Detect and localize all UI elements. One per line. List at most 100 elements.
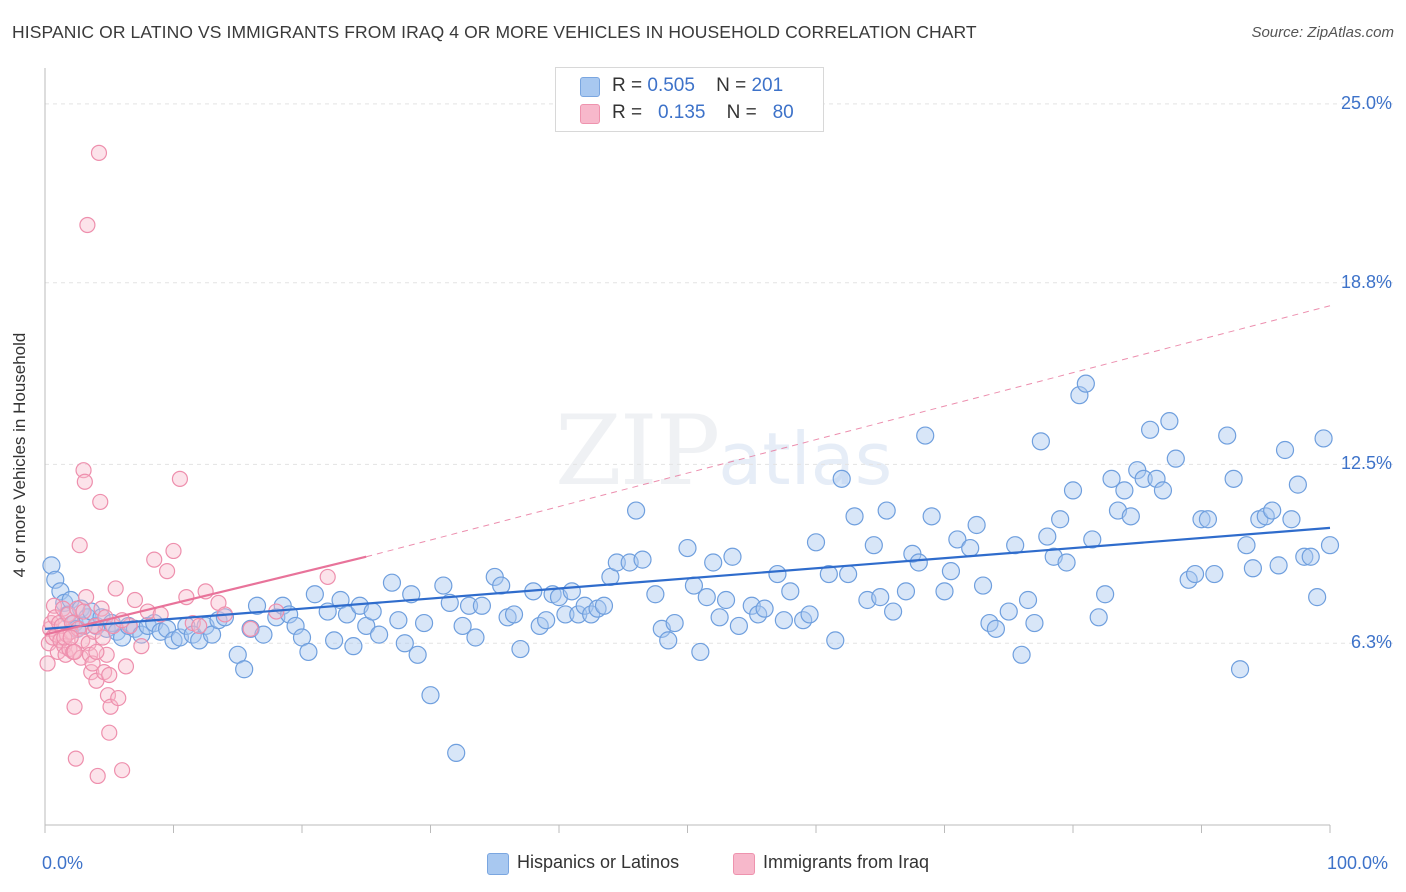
point-iraq	[113, 762, 131, 779]
point-hispanics	[395, 634, 414, 653]
point-hispanics	[325, 631, 344, 650]
point-hispanics	[864, 536, 883, 555]
bottom-legend-label: Immigrants from Iraq	[763, 852, 930, 872]
point-hispanics	[1102, 469, 1121, 488]
legend-n-label: N =	[726, 102, 757, 123]
legend-r-value: 0.505	[647, 75, 695, 96]
point-hispanics	[537, 611, 556, 630]
point-hispanics	[1076, 374, 1095, 393]
source-label: Source: ZipAtlas.com	[1251, 24, 1394, 41]
point-hispanics	[434, 576, 453, 595]
point-hispanics	[247, 596, 267, 615]
point-hispanics	[1288, 475, 1307, 494]
point-hispanics	[594, 596, 614, 615]
point-hispanics	[1166, 449, 1185, 468]
point-hispanics	[556, 605, 575, 624]
point-hispanics	[1205, 564, 1224, 584]
point-hispanics	[459, 596, 479, 615]
point-iraq	[101, 724, 118, 741]
point-iraq	[39, 655, 56, 672]
point-hispanics	[916, 426, 935, 445]
point-hispanics	[299, 642, 318, 662]
point-iraq	[71, 537, 88, 554]
series-hispanics-points	[42, 374, 1340, 762]
point-hispanics	[986, 619, 1006, 638]
legend-n-label: N =	[716, 75, 747, 96]
point-hispanics	[382, 573, 402, 592]
point-hispanics	[1192, 510, 1211, 529]
legend-r-label: R =	[612, 75, 643, 96]
point-iraq	[79, 216, 96, 234]
point-hispanics	[1282, 510, 1301, 529]
point-iraq	[191, 617, 208, 635]
point-iraq	[319, 568, 336, 586]
point-hispanics	[1295, 547, 1314, 566]
point-hispanics	[1160, 412, 1179, 431]
point-hispanics	[286, 616, 305, 636]
point-hispanics	[941, 562, 961, 581]
point-hispanics	[447, 743, 466, 762]
y-tick-label: 6.3%	[1350, 632, 1392, 653]
point-hispanics	[1224, 469, 1243, 488]
point-hispanics	[999, 602, 1018, 621]
point-hispanics	[1083, 530, 1102, 549]
point-hispanics	[845, 507, 864, 526]
point-hispanics	[562, 582, 581, 601]
point-hispanics	[967, 515, 986, 535]
watermark: ZIPatlas	[555, 395, 892, 507]
point-hispanics	[877, 501, 896, 520]
point-hispanics	[1147, 469, 1166, 488]
point-hispanics	[453, 616, 472, 636]
point-hispanics	[935, 582, 954, 601]
point-hispanics	[215, 608, 234, 627]
point-iraq	[60, 606, 77, 623]
point-hispanics	[402, 585, 421, 604]
point-iraq	[117, 658, 135, 675]
series-iraq-points	[39, 144, 336, 785]
point-hispanics	[1012, 645, 1031, 664]
point-hispanics	[1320, 536, 1340, 555]
point-hispanics	[1263, 501, 1282, 520]
point-hispanics	[1301, 547, 1320, 566]
point-hispanics	[819, 564, 838, 584]
point-hispanics	[42, 556, 61, 575]
point-iraq	[242, 620, 259, 637]
point-iraq	[75, 462, 92, 479]
axes	[44, 68, 1331, 833]
point-hispanics	[363, 602, 382, 621]
legend-r-label: R =	[612, 102, 643, 123]
trend-lines	[44, 305, 1331, 636]
point-iraq	[107, 580, 124, 597]
point-hispanics	[1115, 481, 1134, 500]
point-hispanics	[344, 637, 363, 656]
point-hispanics	[440, 593, 459, 612]
point-hispanics	[1198, 510, 1218, 529]
legend-swatch-blue	[580, 77, 600, 97]
bottom-legend-swatch-blue	[487, 853, 509, 875]
trend-line-iraq	[44, 555, 367, 636]
watermark-atlas: atlas	[718, 417, 893, 501]
point-hispanics	[370, 625, 389, 644]
point-hispanics	[1057, 553, 1076, 572]
point-iraq	[62, 629, 79, 646]
point-iraq	[45, 597, 63, 614]
point-hispanics	[646, 585, 665, 604]
point-hispanics	[1308, 588, 1327, 607]
point-hispanics	[659, 631, 678, 650]
point-hispanics	[607, 553, 626, 572]
point-hispanics	[1063, 481, 1083, 500]
point-hispanics	[909, 553, 928, 572]
point-iraq	[158, 563, 176, 580]
point-hispanics	[729, 616, 749, 636]
point-hispanics	[626, 501, 646, 520]
point-hispanics	[781, 582, 800, 601]
point-hispanics	[883, 602, 903, 621]
point-iraq	[75, 603, 92, 620]
point-hispanics	[1031, 432, 1050, 451]
bottom-legend-label: Hispanics or Latinos	[517, 852, 680, 872]
point-hispanics	[704, 553, 723, 572]
chart-title: HISPANIC OR LATINO VS IMMIGRANTS FROM IR…	[12, 22, 977, 42]
point-hispanics	[922, 507, 941, 526]
point-hispanics	[421, 686, 440, 705]
